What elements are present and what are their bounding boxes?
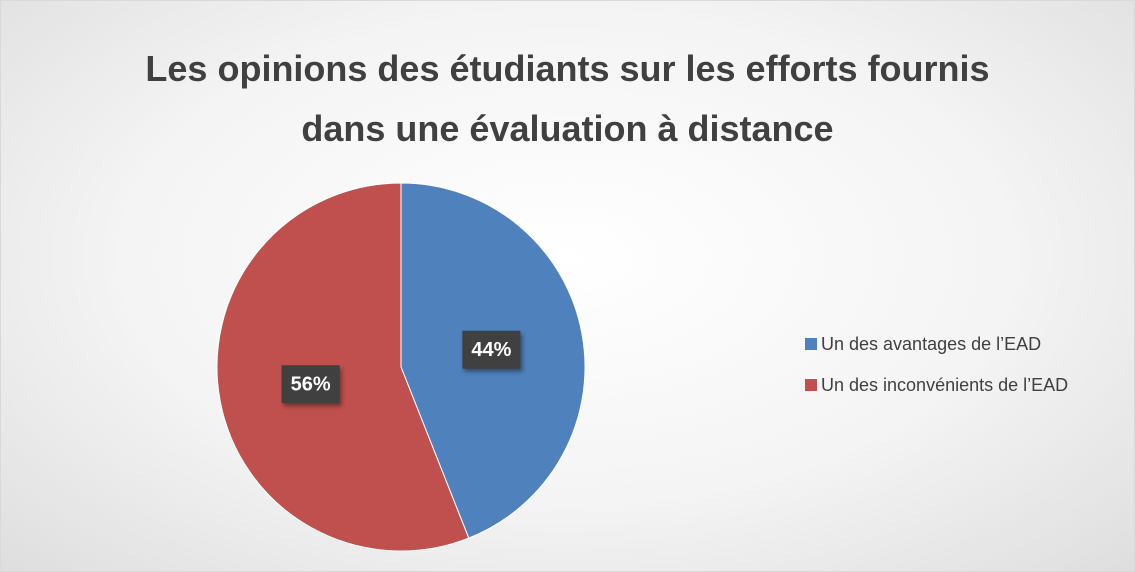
data-label-box: [281, 365, 340, 404]
data-label: 56%: [291, 374, 331, 396]
data-label: 44%: [471, 339, 511, 361]
data-label-box: [462, 330, 521, 369]
legend-label: Un des inconvénients de l’EAD: [821, 375, 1068, 395]
pie-slice: [216, 182, 470, 552]
legend-label: Un des avantages de l’EAD: [821, 334, 1041, 354]
chart-title: Les opinions des étudiants sur les effor…: [145, 48, 990, 149]
legend-swatch: [805, 379, 817, 391]
legend-swatch: [805, 338, 817, 350]
